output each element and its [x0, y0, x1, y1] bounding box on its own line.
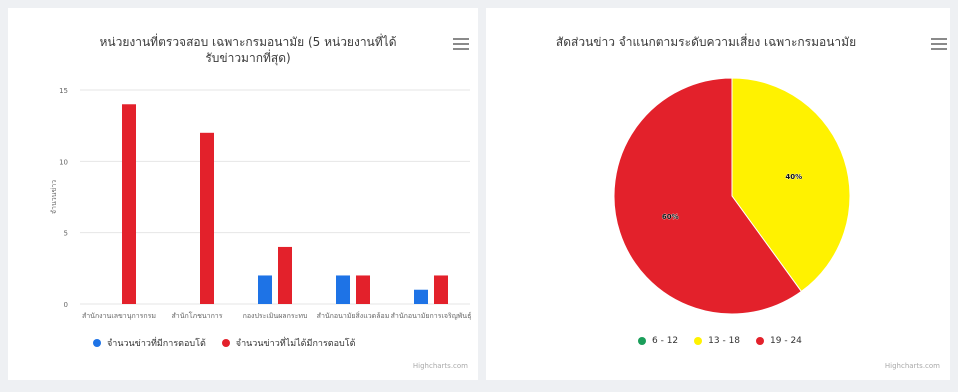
pie-chart-legend: 6 - 12 13 - 18 19 - 24 — [638, 336, 818, 346]
legend-marker — [694, 337, 703, 345]
bar-chart-title: หน่วยงานที่ตรวจสอบ เฉพาะกรมอนามัย (5 หน่… — [99, 35, 397, 65]
bar-not-responded[interactable] — [434, 275, 448, 304]
legend-item[interactable]: จำนวนข่าวที่ไม่ได้มีการตอบโต้ — [221, 336, 356, 350]
bar-chart-menu-icon[interactable] — [452, 38, 470, 52]
bar-not-responded[interactable] — [278, 246, 292, 304]
bar-chart-svg: 0 5 10 15 จำนวนข่าวสำนักงานเลขานุการกรม สำนัก… — [50, 87, 472, 320]
legend-label: 6 - 12 — [652, 336, 679, 346]
bar-responded[interactable] — [258, 275, 272, 304]
pie-chart-svg: 0%40%60% — [613, 77, 851, 315]
y-tick-label: 15 — [59, 87, 68, 95]
pie-chart-menu-icon[interactable] — [930, 38, 948, 52]
bar-chart-panel: หน่วยงานที่ตรวจสอบ เฉพาะกรมอนามัย (5 หน่… — [8, 8, 478, 380]
y-axis-title: จำนวนข่าว — [50, 180, 58, 214]
bar-not-responded[interactable] — [122, 104, 136, 305]
y-tick-label: 10 — [59, 158, 68, 166]
bar-not-responded[interactable] — [200, 132, 214, 304]
x-tick-label: กองประเมินผลกระทบ — [243, 312, 308, 320]
bar-responded[interactable] — [414, 289, 428, 304]
legend-marker — [756, 337, 765, 345]
pie-slice[interactable] — [613, 77, 803, 315]
legend-marker — [638, 337, 646, 345]
legend-marker — [221, 339, 230, 347]
pie-chart-title: สัดส่วนข่าว จำแนกตามระดับความเสี่ยง เฉพา… — [555, 35, 857, 49]
legend-marker — [93, 339, 101, 347]
legend-label: 19 - 24 — [770, 336, 802, 346]
x-tick-label: สำนักอนามัยสิ่งแวดล้อม — [317, 311, 390, 320]
x-tick-label: สำนักงานเลขานุการกรม — [82, 312, 156, 320]
legend-item[interactable]: 19 - 24 — [756, 336, 802, 346]
legend-item[interactable]: จำนวนข่าวที่มีการตอบโต้ — [93, 336, 206, 350]
pie-chart-panel: สัดส่วนข่าว จำแนกตามระดับความเสี่ยง เฉพา… — [486, 8, 950, 380]
legend-label: จำนวนข่าวที่ไม่ได้มีการตอบโต้ — [235, 339, 356, 349]
legend-label: จำนวนข่าวที่มีการตอบโต้ — [107, 339, 206, 349]
bar-chart-legend: จำนวนข่าวที่มีการตอบโต้ จำนวนข่าวที่ไม่ได… — [93, 336, 371, 350]
x-tick-label: สำนักโภชนาการ — [172, 311, 223, 320]
legend-item[interactable]: 13 - 18 — [694, 336, 740, 346]
pie-data-label: 40% — [785, 173, 802, 181]
bar-responded[interactable] — [336, 275, 350, 304]
pie-slice[interactable] — [731, 77, 851, 293]
bar-chart-credits[interactable]: Highcharts.com — [412, 362, 468, 370]
x-tick-label: สำนักอนามัยการเจริญพันธุ์ — [391, 312, 472, 320]
bar-not-responded[interactable] — [356, 275, 370, 304]
legend-label: 13 - 18 — [708, 336, 741, 346]
legend-item[interactable]: 6 - 12 — [638, 336, 678, 346]
y-tick-label: 0 — [64, 301, 68, 309]
pie-data-label: 60% — [662, 213, 679, 221]
pie-chart-credits[interactable]: Highcharts.com — [884, 362, 940, 370]
y-tick-label: 5 — [64, 230, 68, 238]
